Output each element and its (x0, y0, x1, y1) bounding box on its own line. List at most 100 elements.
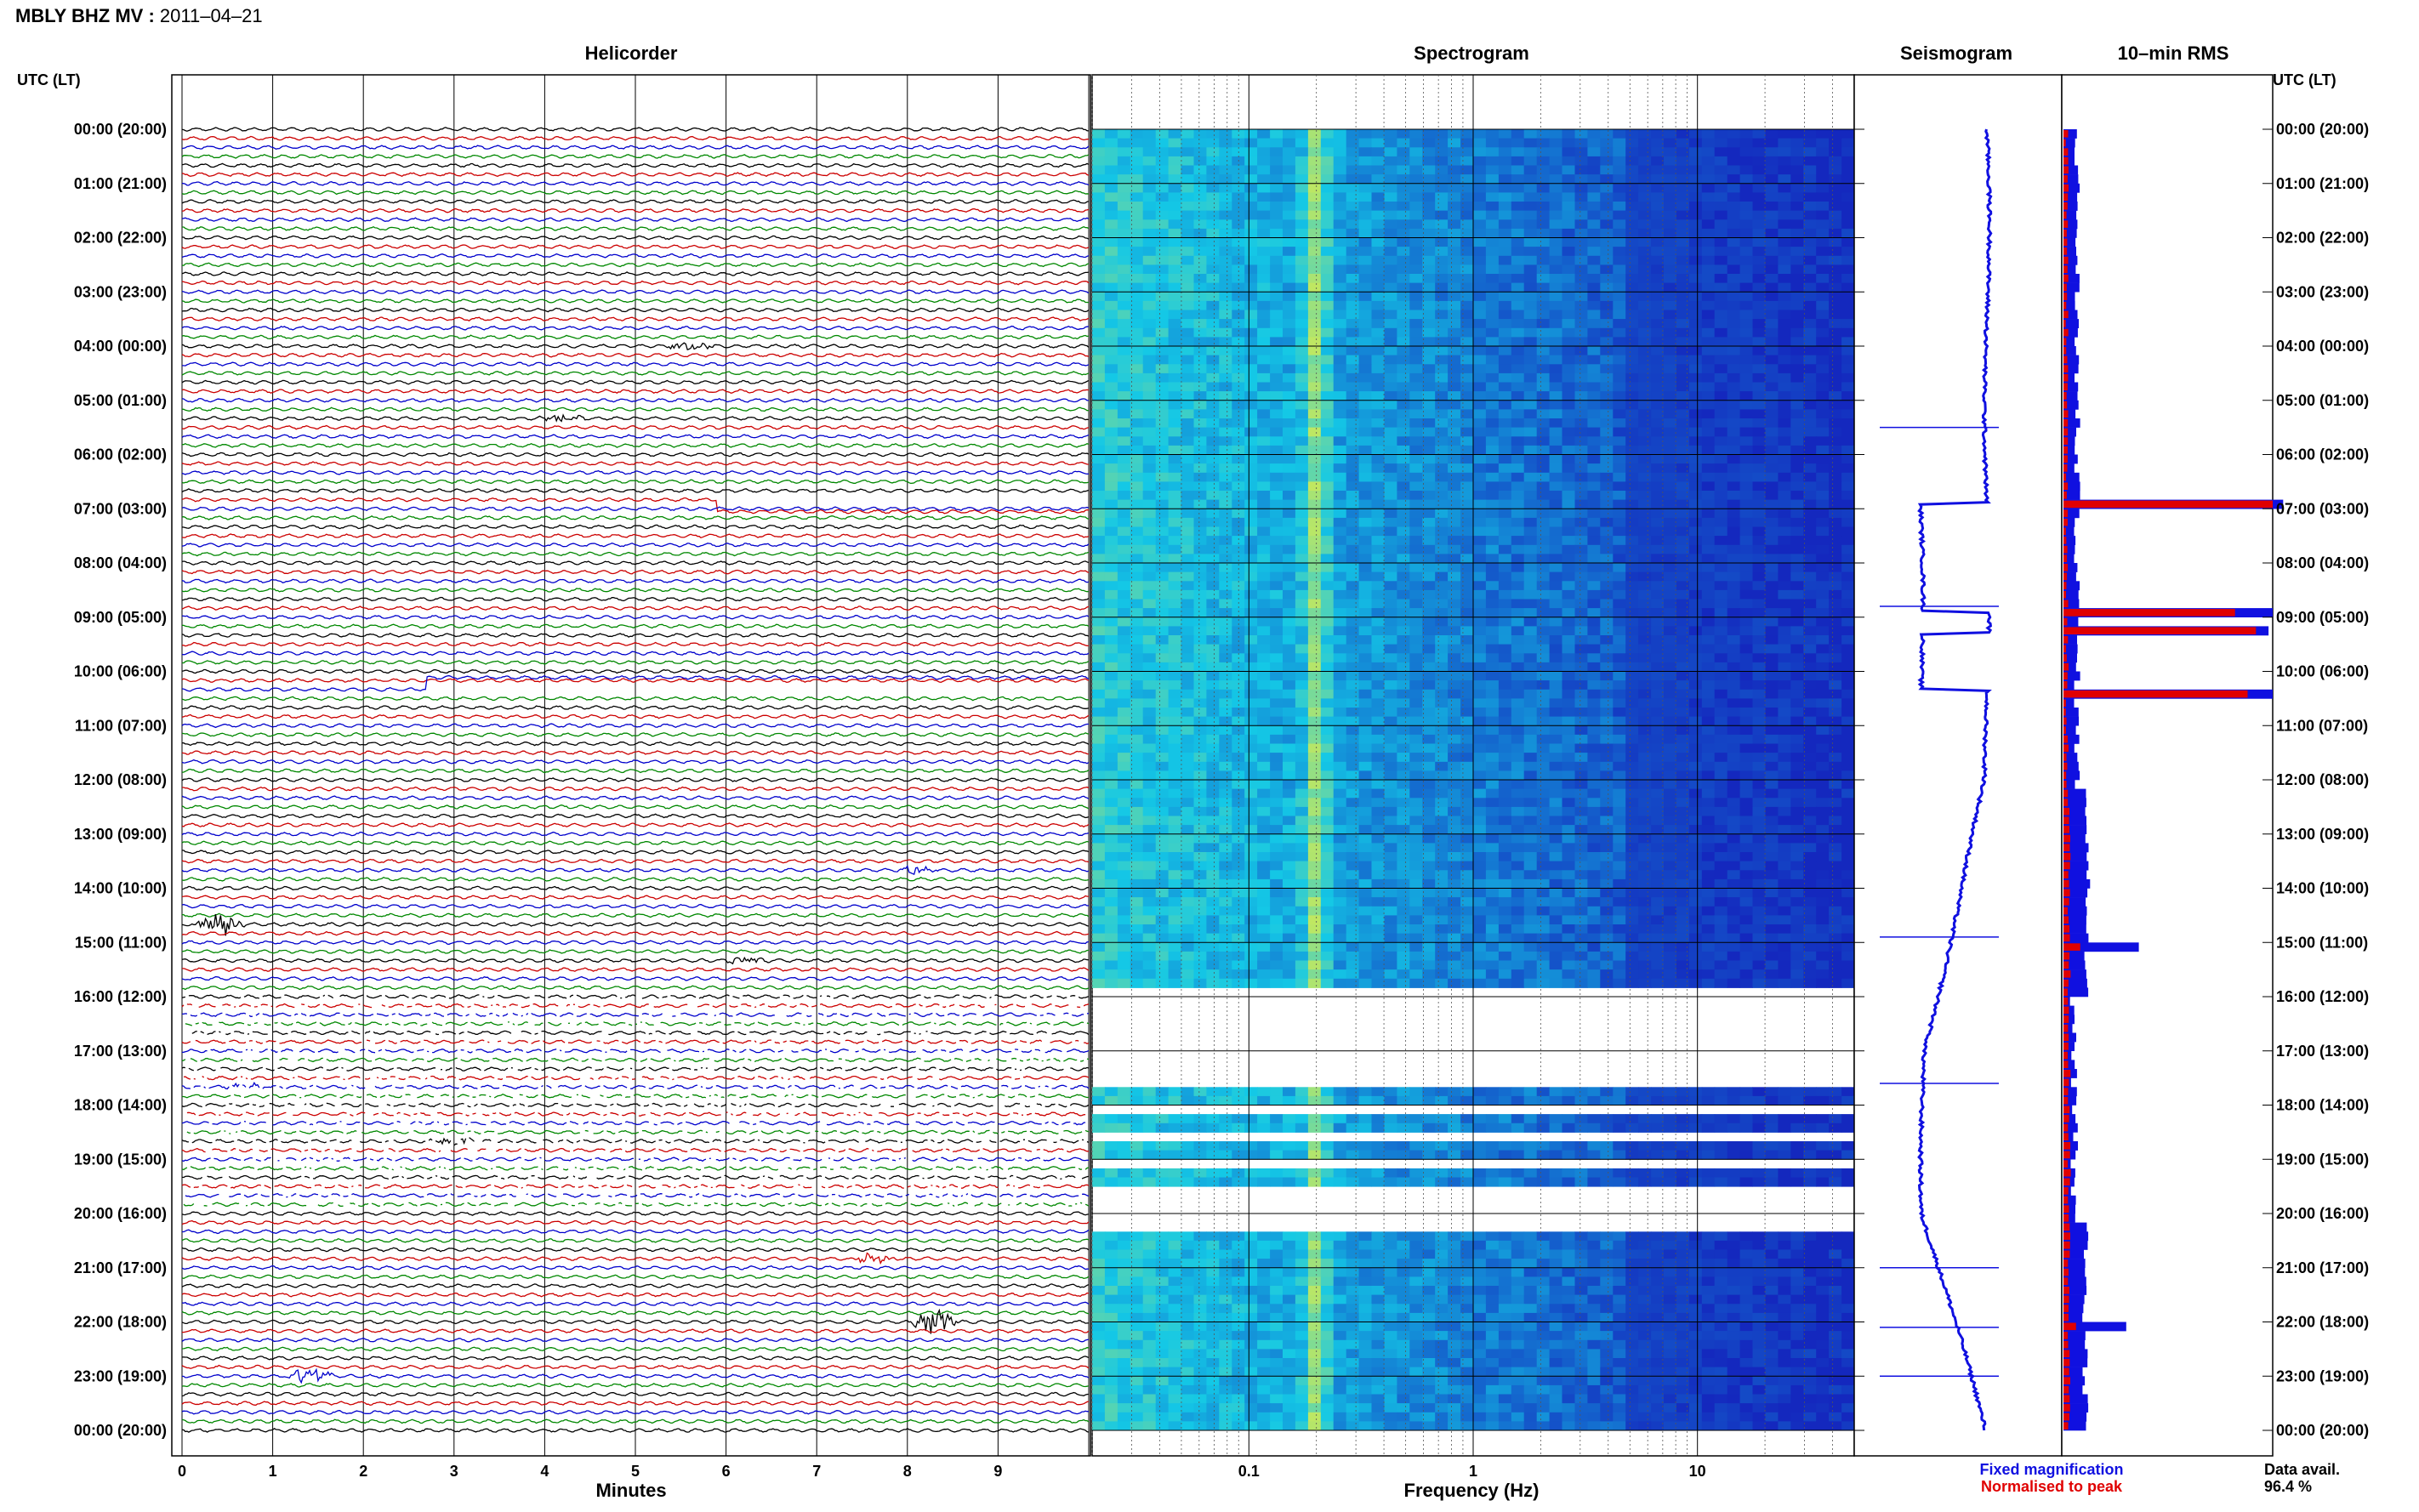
spectrogram-cell (1409, 843, 1423, 853)
spectrogram-cell (1511, 427, 1525, 437)
spectrogram-cell (1244, 202, 1258, 212)
spectrogram-cell (1765, 174, 1779, 185)
spectrogram-cell (1688, 391, 1703, 401)
spectrogram-cell (1536, 228, 1551, 238)
spectrogram-cell (1371, 563, 1385, 573)
spectrogram-cell (1244, 274, 1258, 284)
spectrogram-cell (1168, 698, 1181, 708)
spectrogram-cell (1727, 689, 1741, 699)
spectrogram-cell (1841, 391, 1855, 401)
spectrogram-cell (1219, 816, 1232, 826)
spectrogram-cell (1270, 770, 1283, 781)
spectrogram-cell (1651, 753, 1665, 763)
spectrogram-cell (1727, 319, 1741, 329)
spectrogram-title: Spectrogram (1414, 43, 1529, 64)
spectrogram-cell (1257, 491, 1271, 501)
spectrogram-cell (1307, 427, 1322, 437)
spectrogram-cell (1181, 183, 1194, 193)
spectrogram-cell (1536, 662, 1551, 672)
spectrogram-cell (1257, 526, 1271, 537)
spectrogram-cell (1130, 788, 1144, 799)
spectrogram-cell (1727, 698, 1741, 708)
spectrogram-cell (1701, 581, 1716, 591)
spectrogram-cell (1409, 174, 1423, 185)
spectrogram-cell (1816, 698, 1830, 708)
spectrogram-cell (1460, 138, 1474, 148)
spectrogram-cell (1625, 237, 1639, 247)
spectrogram-cell (1244, 409, 1258, 419)
spectrogram-cell (1613, 499, 1626, 509)
spectrogram-cell (1473, 210, 1487, 220)
spectrogram-cell (1358, 445, 1372, 455)
spectrogram-cell (1333, 400, 1347, 410)
spectrogram-cell (1536, 463, 1551, 474)
spectrogram-cell (1739, 427, 1753, 437)
helicorder-trace (181, 307, 1090, 313)
spectrogram-cell (1130, 716, 1144, 726)
spectrogram-cell (1829, 563, 1842, 573)
spectrogram-cell (1664, 491, 1677, 501)
spectrogram-cell (1358, 264, 1372, 275)
spectrogram-cell (1371, 770, 1385, 781)
spectrogram-cell (1664, 743, 1677, 753)
spectrogram-cell (1701, 544, 1716, 554)
spectrogram-cell (1397, 571, 1410, 582)
spectrogram-cell (1168, 463, 1181, 474)
spectrogram-cell (1460, 337, 1474, 347)
spectrogram-cell (1270, 852, 1283, 862)
spectrogram-cell (1625, 806, 1639, 816)
spectrogram-cell (1333, 753, 1347, 763)
spectrogram-cell (1765, 436, 1779, 446)
spectrogram-cell (1244, 644, 1258, 654)
spectrogram-cell (1358, 472, 1372, 482)
spectrogram-cell (1117, 635, 1131, 645)
spectrogram-cell (1283, 346, 1296, 356)
spectrogram-cell (1562, 825, 1575, 835)
spectrogram-cell (1219, 463, 1232, 474)
spectrogram-cell (1536, 282, 1551, 293)
spectrogram-cell (1714, 202, 1728, 212)
spectrogram-cell (1625, 753, 1639, 763)
spectrogram-cell (1625, 581, 1639, 591)
spectrogram-cell (1536, 843, 1551, 853)
spectrogram-cell (1155, 202, 1170, 212)
spectrogram-cell (1371, 671, 1385, 681)
spectrogram-cell (1283, 210, 1296, 220)
spectrogram-cell (1778, 608, 1791, 618)
spectrogram-cell (1358, 753, 1372, 763)
spectrogram-cell (1219, 526, 1232, 537)
spectrogram-cell (1409, 517, 1423, 527)
spectrogram-cell (1676, 571, 1690, 582)
spectrogram-cell (1155, 852, 1170, 862)
spectrogram-cell (1829, 210, 1842, 220)
spectrogram-cell (1638, 165, 1652, 175)
spectrogram-cell (1803, 346, 1817, 356)
spectrogram-cell (1460, 346, 1474, 356)
spectrogram-cell (1206, 319, 1220, 329)
spectrogram-cell (1778, 445, 1791, 455)
spectrogram-cell (1168, 382, 1181, 392)
helicorder-trace (181, 145, 1090, 151)
spectrogram-cell (1448, 292, 1461, 302)
spectrogram-cell (1244, 617, 1258, 627)
spectrogram-cell (1676, 346, 1690, 356)
spectrogram-cell (1435, 327, 1449, 338)
spectrogram-cell (1511, 635, 1525, 645)
spectrogram-cell (1244, 780, 1258, 790)
spectrogram-cell (1536, 571, 1551, 582)
spectrogram-cell (1104, 544, 1118, 554)
spectrogram-cell (1384, 355, 1397, 365)
spectrogram-cell (1473, 816, 1487, 826)
spectrogram-cell (1283, 653, 1296, 663)
helicorder-trace (181, 235, 1090, 241)
spectrogram-cell (1295, 282, 1309, 293)
spectrogram-cell (1270, 228, 1283, 238)
spectrogram-cell (1358, 635, 1372, 645)
spectrogram-cell (1587, 635, 1601, 645)
spectrogram-cell (1283, 219, 1296, 230)
spectrogram-cell (1460, 662, 1474, 672)
spectrogram-cell (1816, 228, 1830, 238)
spectrogram-cell (1511, 481, 1525, 492)
spectrogram-cell (1397, 798, 1410, 808)
spectrogram-cell (1473, 282, 1487, 293)
